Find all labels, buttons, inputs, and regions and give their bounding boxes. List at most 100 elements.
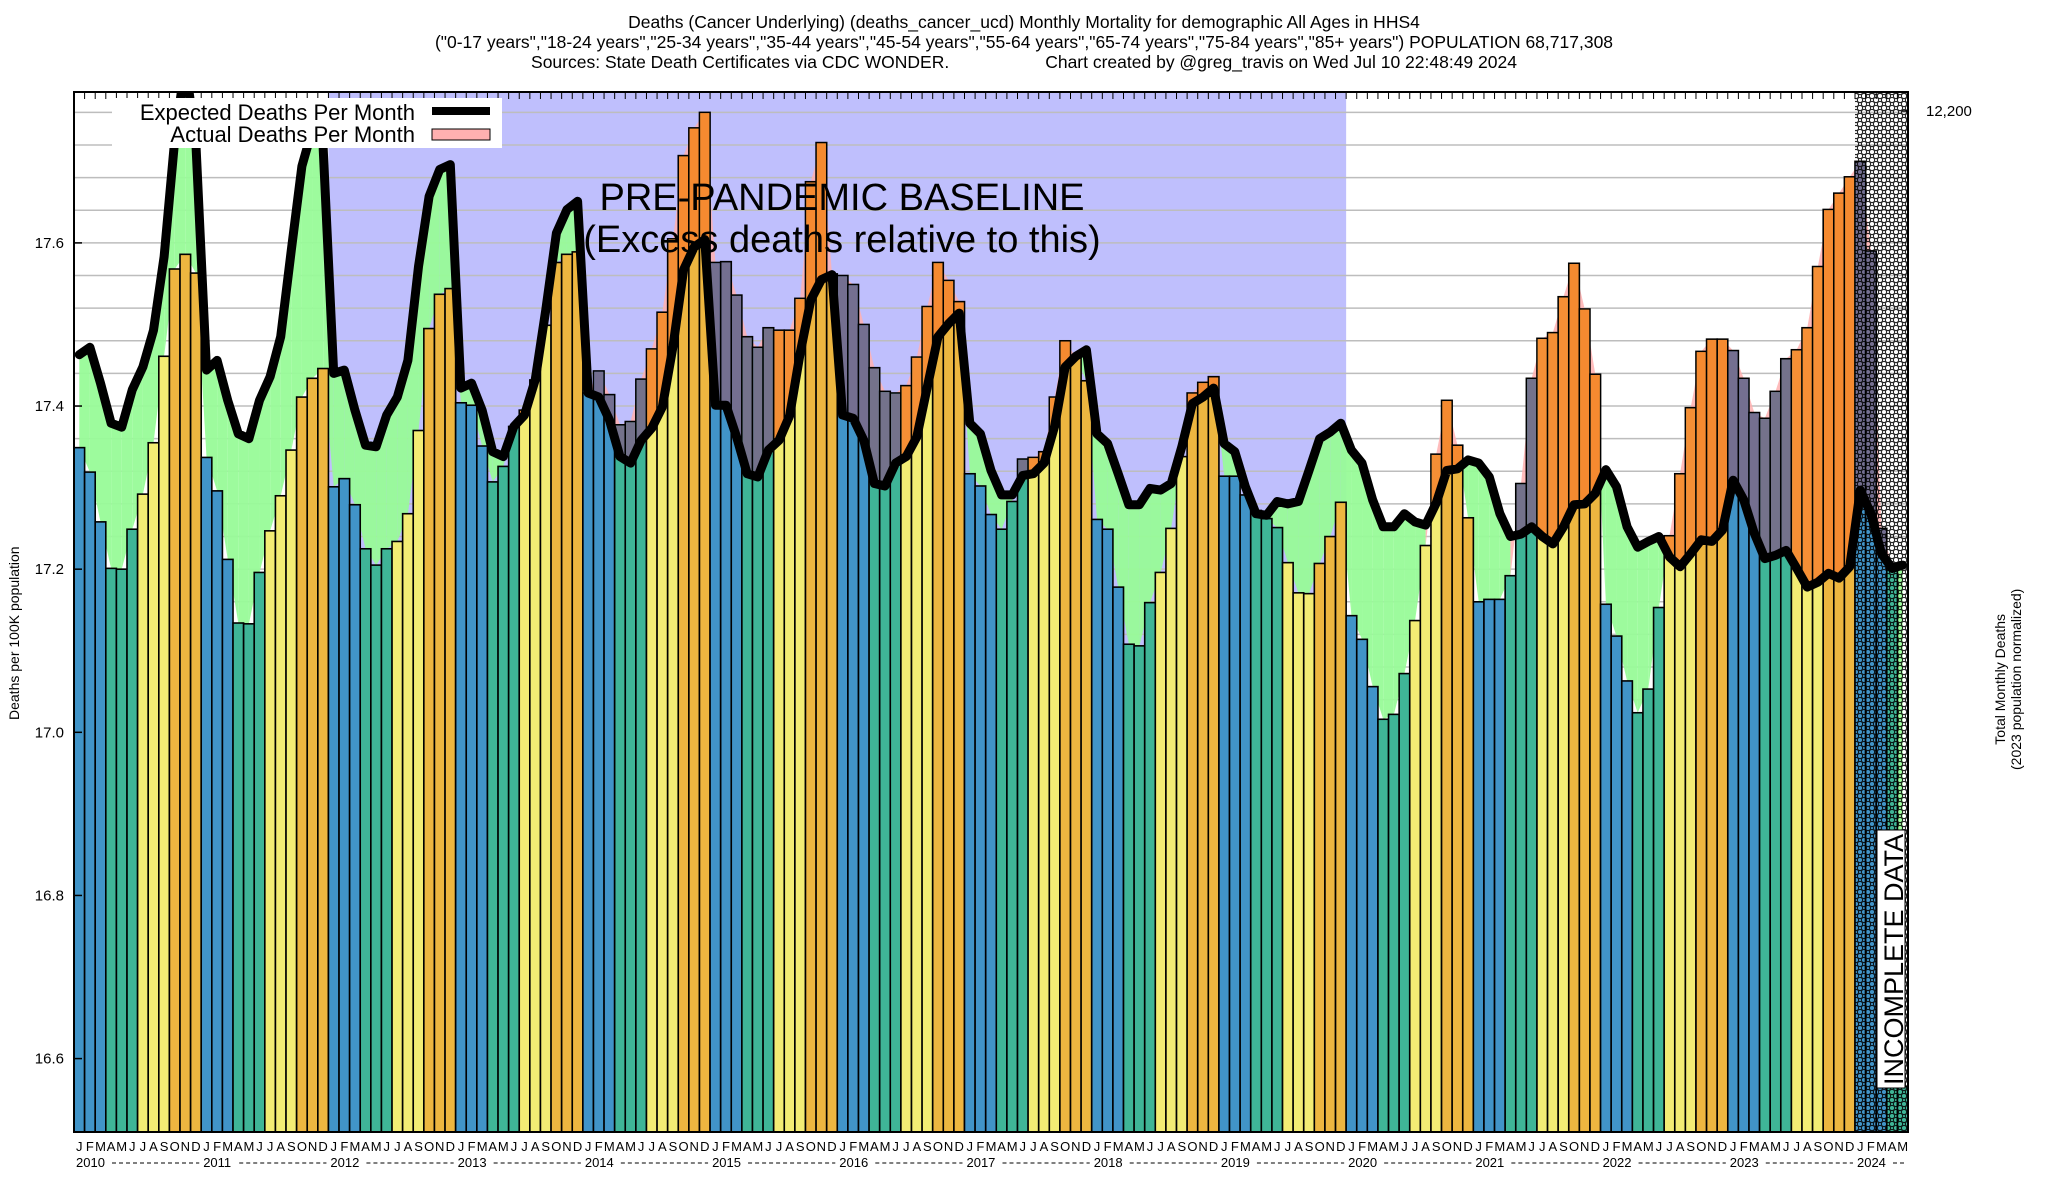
bar-excess <box>689 128 699 247</box>
x-tick-month-label: N <box>1453 1139 1462 1154</box>
x-tick-year-label: 2010 <box>76 1155 105 1170</box>
bar-excess <box>700 113 710 240</box>
bar-actual <box>1122 643 1135 1132</box>
deficit-area <box>1372 499 1384 720</box>
x-tick-month-label: N <box>435 1139 444 1154</box>
x-tick-month-label: F <box>86 1139 94 1154</box>
x-tick-month-label: O <box>1569 1139 1579 1154</box>
x-tick-month-label: F <box>1740 1139 1748 1154</box>
deficit-area <box>1362 463 1373 687</box>
x-tick-year-label: 2018 <box>1094 1155 1123 1170</box>
deficit-area <box>1605 469 1617 637</box>
x-tick-month-label: D <box>1336 1139 1345 1154</box>
x-tick-year-label: 2019 <box>1221 1155 1250 1170</box>
x-tick-month-label: A <box>1888 1139 1897 1154</box>
incomplete-data-label: INCOMPLETE DATA <box>1879 834 1909 1085</box>
bar-actual <box>645 348 658 1132</box>
bar-actual <box>359 547 372 1132</box>
bar-actual <box>1271 526 1284 1132</box>
bar-actual <box>1504 574 1517 1132</box>
right-axis-tick-label: 12,200 <box>1926 103 1972 120</box>
bar-excess <box>954 302 964 314</box>
x-tick-month-label: N <box>1198 1139 1207 1154</box>
bar-excess <box>933 263 943 337</box>
bar-actual <box>380 547 393 1132</box>
x-tick-month-label: M <box>1134 1139 1145 1154</box>
bar-excess <box>869 368 879 484</box>
y-tick-label: 16.6 <box>35 1051 64 1068</box>
x-tick-month-label: J <box>1274 1139 1281 1154</box>
x-tick-month-label: M <box>858 1139 869 1154</box>
bar-excess <box>774 330 784 441</box>
x-tick-month-label: F <box>595 1139 603 1154</box>
bar-actual <box>94 521 107 1132</box>
x-tick-month-label: O <box>679 1139 689 1154</box>
bar-actual <box>592 370 605 1132</box>
bar-actual <box>772 329 786 1132</box>
bar-excess <box>838 276 848 416</box>
bar-actual <box>136 493 150 1132</box>
bar-actual <box>1673 472 1687 1132</box>
bar-actual <box>878 390 892 1132</box>
x-tick-month-label: D <box>827 1139 836 1154</box>
bar-actual <box>539 324 552 1132</box>
x-tick-month-label: N <box>1326 1139 1335 1154</box>
bar-actual <box>1154 571 1167 1132</box>
annotation-layer: 16.616.817.017.217.417.6J F M A M J J A S O N D J F M A… <box>35 98 1909 1170</box>
x-tick-month-label: J <box>330 1139 337 1154</box>
x-tick-month-label: M <box>1749 1139 1760 1154</box>
bar-actual <box>295 396 309 1132</box>
x-tick-year-label: 2023 <box>1730 1155 1759 1170</box>
bar-actual <box>1387 713 1400 1132</box>
x-tick-month-label: O <box>1823 1139 1833 1154</box>
right-axis-title-line: (2023 population normalized) <box>2008 588 2024 770</box>
bar-excess <box>944 281 954 324</box>
x-tick-month-label: F <box>1104 1139 1112 1154</box>
bar-actual <box>370 564 383 1132</box>
bar-actual <box>189 272 203 1132</box>
deficit-area <box>1118 473 1129 645</box>
bar-actual <box>1642 688 1655 1132</box>
bar-actual <box>1027 456 1040 1132</box>
x-tick-month-label: M <box>1494 1139 1505 1154</box>
baseline-annotation-title: PRE-PANDEMIC BASELINE <box>600 177 1085 219</box>
bar-excess <box>732 295 742 438</box>
deficit-area <box>1637 541 1649 713</box>
bar-actual <box>963 472 976 1132</box>
x-tick-month-label: D <box>700 1139 709 1154</box>
x-tick-month-label: S <box>414 1139 423 1154</box>
x-tick-month-label: M <box>1897 1139 1908 1154</box>
bar-actual <box>1218 475 1231 1132</box>
bar-actual <box>613 423 627 1132</box>
plot-frame <box>73 91 1909 1133</box>
bar-actual <box>1281 561 1294 1132</box>
bar-actual <box>1016 458 1029 1132</box>
bar-excess <box>1060 341 1070 367</box>
bar-actual <box>232 622 245 1132</box>
x-tick-year-label: 2014 <box>585 1155 614 1170</box>
bar-excess <box>647 349 657 429</box>
x-tick-month-label: J <box>1528 1139 1535 1154</box>
bar-actual <box>1260 517 1273 1132</box>
x-tick-month-label: J <box>1730 1139 1737 1154</box>
bar-actual <box>1663 534 1676 1132</box>
bar-actual <box>688 127 701 1132</box>
bar-actual <box>1599 603 1612 1132</box>
x-tick-month-label: A <box>785 1139 794 1154</box>
x-tick-month-label: M <box>1643 1139 1654 1154</box>
bar-excess <box>1760 419 1770 559</box>
x-tick-month-label: A <box>1040 1139 1049 1154</box>
x-tick-month-label: O <box>1315 1139 1325 1154</box>
bar-excess <box>1028 458 1038 474</box>
x-tick-month-label: J <box>256 1139 263 1154</box>
bar-actual <box>1006 500 1019 1132</box>
bar-excess <box>1739 379 1749 500</box>
chart-credits: Sources: State Death Certificates via CD… <box>0 52 2048 72</box>
x-tick-month-label: A <box>743 1139 752 1154</box>
x-tick-month-label: J <box>267 1139 274 1154</box>
bar-actual <box>1461 516 1475 1132</box>
bar-actual <box>1377 718 1390 1132</box>
bar-actual <box>1133 645 1146 1132</box>
x-tick-month-label: M <box>350 1139 361 1154</box>
y-tick-label: 17.2 <box>35 561 64 578</box>
